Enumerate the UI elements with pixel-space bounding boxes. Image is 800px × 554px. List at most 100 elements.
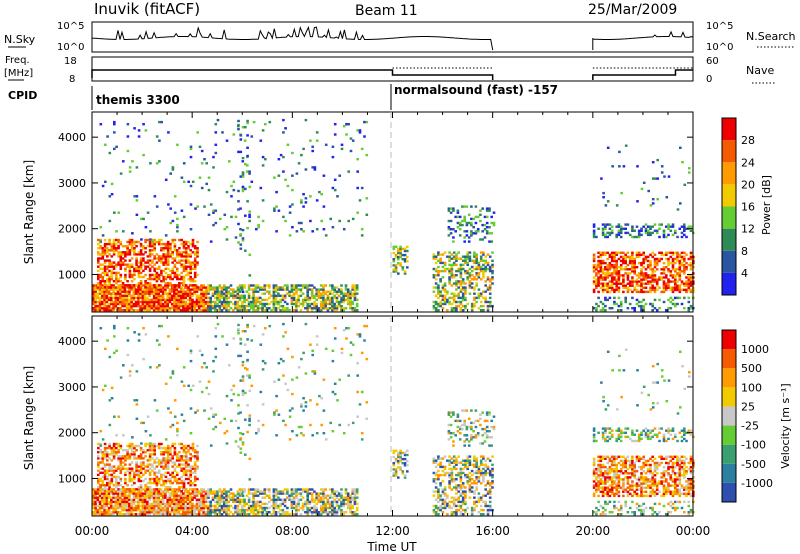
heat-cell [669,261,673,265]
heat-cell [254,290,258,293]
heat-cell [115,453,118,456]
heat-cell [209,304,212,308]
heat-cell [651,274,654,277]
heat-cell [297,294,300,297]
heat-cell [179,496,183,499]
heat-cell [204,504,208,508]
heat-cell [452,263,456,267]
heat-cell [642,298,645,302]
heat-cell [472,217,475,221]
heat-cell [135,461,138,464]
heat-cell [265,494,269,497]
heat-cell [676,288,679,292]
heat-cell [214,151,218,155]
heat-cell [157,286,161,289]
nsky-line [91,25,694,51]
heat-cell [182,508,185,512]
heat-cell [141,300,145,304]
heat-cell [159,492,163,495]
heat-cell [434,294,438,297]
heat-cell [196,263,199,266]
heat-cell [466,253,469,256]
heat-cell [689,251,693,254]
heat-cell [315,131,319,134]
heat-cell [482,274,485,277]
heat-cell [346,292,350,295]
heat-cell [107,511,111,514]
heat-cell [101,271,105,275]
heat-cell [401,268,405,271]
heat-cell [319,304,323,308]
heat-cell [94,298,97,302]
heat-cell [482,259,485,262]
heat-cell [459,302,463,306]
heat-cell [211,498,215,501]
heat-cell [182,496,185,499]
heat-cell [171,166,175,169]
heat-cell [119,463,123,466]
heat-cell [116,307,120,310]
heat-cell [103,251,107,254]
power-cbar-tick: 12 [741,223,755,236]
heat-cell [392,251,396,255]
heat-cell [139,288,142,291]
heat-cell [665,276,668,279]
heat-cell [349,292,352,295]
heat-cell [301,304,305,308]
heat-cell [239,233,243,236]
heat-cell [295,302,298,306]
heat-cell [322,302,325,306]
heat-cell [158,139,161,142]
heat-cell [243,502,246,506]
heat-cell [468,259,472,262]
heat-cell [119,242,123,246]
heat-cell [286,284,289,287]
heat-cell [134,504,138,508]
heat-cell [146,488,150,491]
heat-cell [197,508,201,512]
heat-cell [139,511,142,514]
heat-cell [105,290,109,293]
heat-cell [356,211,359,214]
heat-cell [283,511,287,514]
heat-cell [137,294,140,297]
heat-cell [130,240,134,244]
heat-cell [128,453,132,456]
heat-cell [236,498,240,501]
heat-cell [297,500,300,504]
heat-cell [126,490,129,493]
heat-cell [475,296,478,300]
heat-cell [669,251,673,254]
heat-cell [317,309,321,312]
heat-cell [173,479,177,483]
heat-cell [252,498,255,501]
heat-cell [290,284,294,287]
heat-cell [125,300,129,304]
heat-cell [228,160,231,163]
heat-cell [139,290,142,293]
heat-cell [144,129,148,132]
heat-cell [304,511,307,514]
heat-cell [265,488,269,491]
heat-cell [277,302,280,306]
heat-cell [164,247,168,250]
heat-cell [171,473,174,477]
heat-cell [155,461,159,464]
heat-cell [139,461,143,464]
heat-cell [119,513,122,516]
heat-cell [259,504,262,508]
heat-cell [110,277,114,281]
heat-cell [137,492,140,495]
heat-cell [137,500,140,504]
heat-cell [259,490,262,493]
heat-cell [157,292,160,295]
heat-cell [281,309,285,312]
heat-cell [434,286,438,289]
heat-cell [157,275,161,279]
heat-cell [101,471,105,474]
heat-cell [653,253,657,256]
heat-cell [160,473,163,477]
heat-cell [99,471,102,474]
heat-cell [319,292,323,295]
heat-cell [617,278,621,281]
